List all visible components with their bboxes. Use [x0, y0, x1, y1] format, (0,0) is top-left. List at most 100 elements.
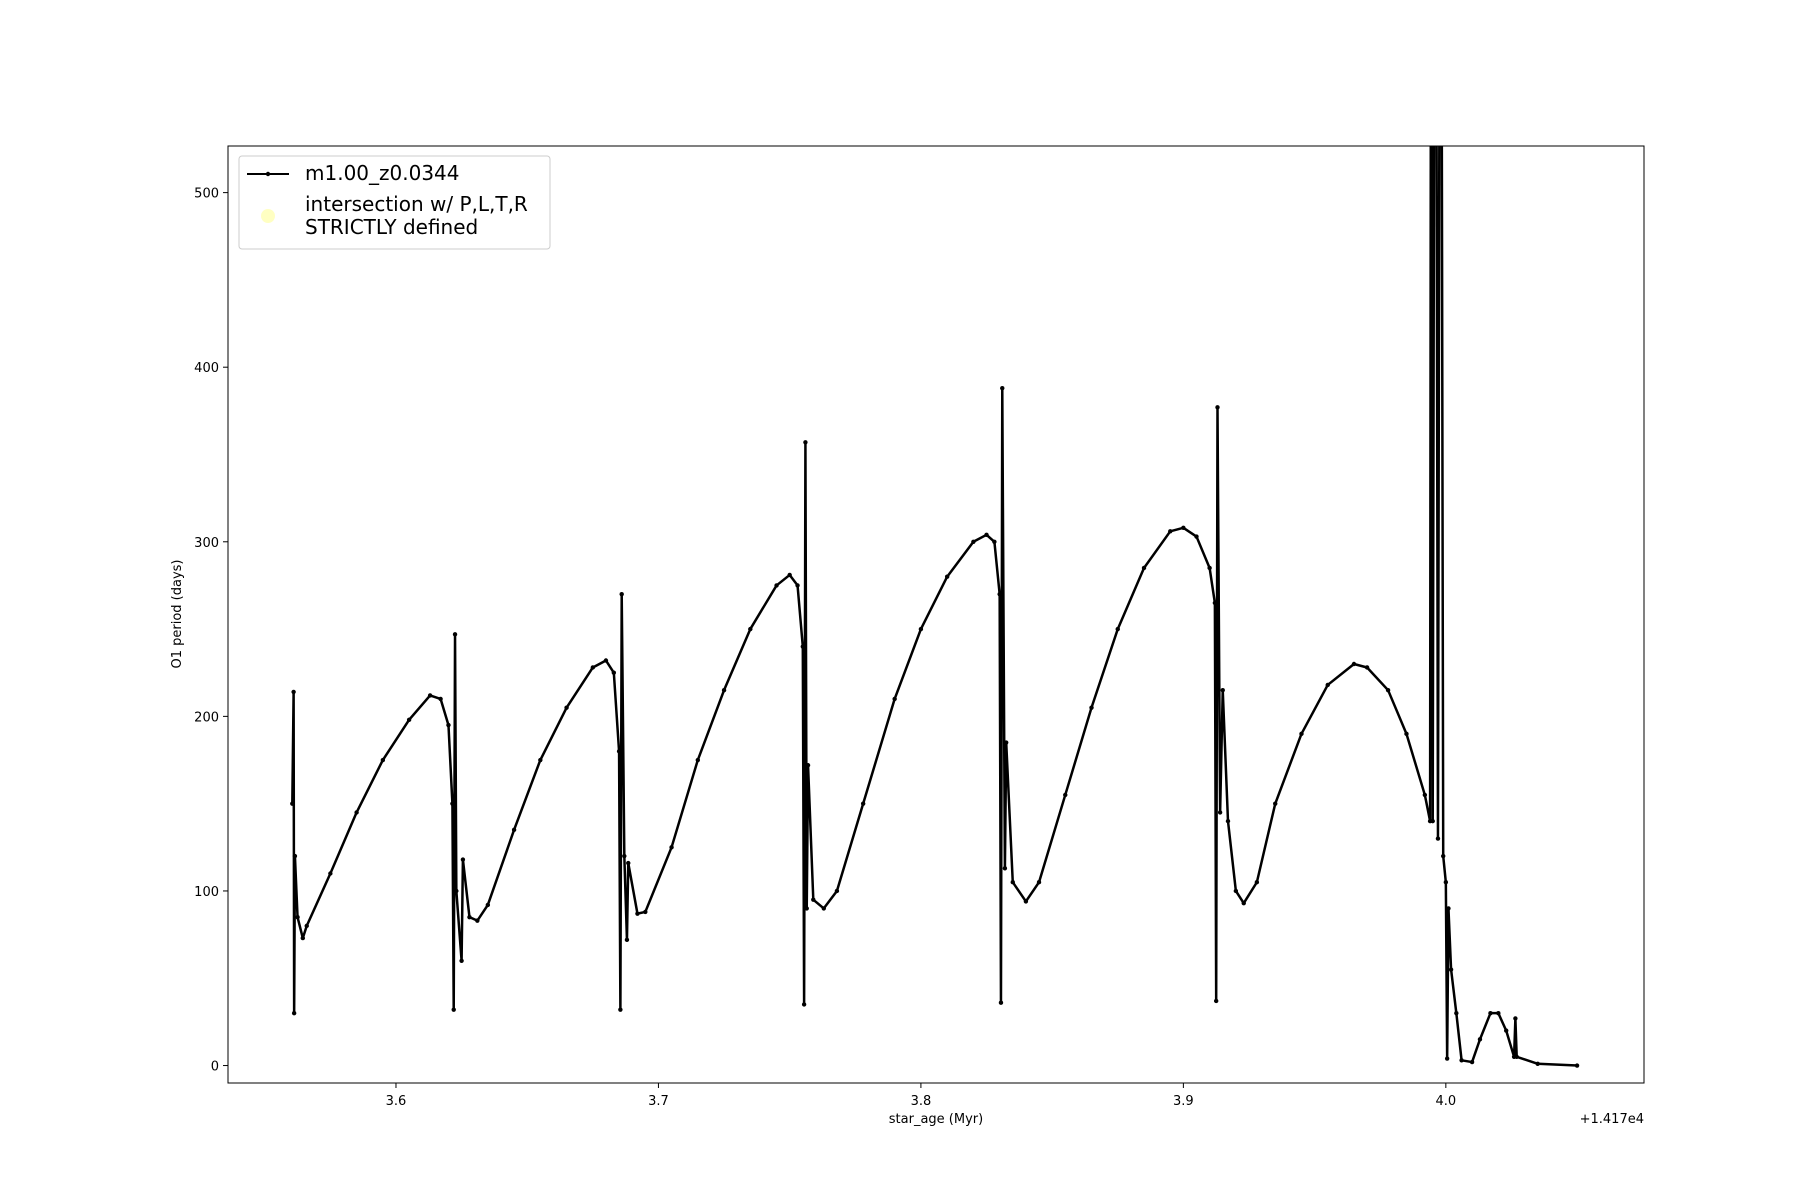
series-point — [1513, 1016, 1518, 1021]
series-point — [475, 918, 480, 923]
series-point — [1273, 801, 1278, 806]
legend-label: intersection w/ P,L,T,R STRICTLY defined — [305, 192, 528, 239]
y-tick-label: 500 — [194, 187, 219, 202]
series-point — [300, 935, 306, 941]
y-tick-label: 200 — [194, 710, 219, 725]
series-point — [452, 632, 458, 637]
y-axis-label: O1 period (days) — [170, 559, 185, 668]
series-point — [446, 722, 451, 728]
series-point — [998, 1000, 1004, 1005]
series-point — [997, 591, 1002, 597]
series-point — [1002, 866, 1008, 871]
series-point — [1194, 534, 1199, 539]
series-point — [1404, 731, 1409, 737]
legend-marker — [265, 171, 271, 177]
x-tick-label: 3.9 — [1173, 1094, 1194, 1109]
series-point — [805, 763, 811, 768]
series-point — [811, 897, 816, 902]
y-tick-label: 0 — [211, 1060, 219, 1075]
series-point — [1241, 900, 1246, 906]
axes-frame — [227, 145, 1645, 1084]
series-point — [1448, 967, 1454, 972]
series-point — [1435, 836, 1441, 841]
series-point — [1477, 1037, 1483, 1042]
series-point — [1233, 888, 1239, 894]
series-point — [787, 572, 792, 578]
series-point — [1446, 906, 1451, 911]
series-point — [1535, 1061, 1540, 1066]
series-point — [635, 911, 640, 916]
legend-box — [238, 155, 551, 250]
series-point — [1430, 818, 1435, 824]
legend-marker — [261, 209, 275, 223]
series-point — [290, 801, 295, 806]
plot-area — [290, 146, 1580, 1068]
x-axis-label: star_age (Myr) — [889, 1112, 983, 1127]
series-point — [800, 644, 805, 649]
series-point — [1213, 998, 1219, 1004]
series-point — [1454, 1010, 1459, 1016]
series-point — [511, 827, 517, 833]
series-point — [1212, 600, 1218, 606]
series-point — [1351, 661, 1357, 667]
series-point — [971, 539, 976, 544]
series-point — [834, 888, 840, 894]
series-point — [1225, 818, 1231, 824]
series-point — [1217, 810, 1223, 815]
series-point — [485, 902, 491, 908]
series-point — [1469, 1059, 1475, 1065]
series-point — [291, 689, 296, 695]
series-point — [1504, 1028, 1509, 1033]
series-point — [427, 693, 433, 698]
series-point — [774, 583, 779, 588]
y-tick-label: 400 — [194, 361, 219, 376]
series-point — [1036, 880, 1042, 885]
series-point — [292, 853, 298, 859]
series-point — [1004, 740, 1009, 745]
series-point — [992, 539, 997, 544]
series-point — [291, 1010, 297, 1016]
series-point — [1488, 1010, 1493, 1016]
series-point — [1325, 682, 1330, 688]
series-point — [616, 749, 622, 754]
series-point — [354, 810, 359, 815]
x-offset-label: +1.417e4 — [1580, 1112, 1644, 1127]
series-point — [1207, 565, 1212, 571]
series-point — [1168, 529, 1173, 534]
series-point — [619, 591, 624, 597]
series-point — [801, 1002, 807, 1007]
series-point — [626, 860, 631, 866]
series-point — [1115, 626, 1120, 632]
series-point — [1385, 687, 1391, 693]
series-point — [860, 801, 866, 806]
series-point — [821, 906, 826, 911]
series-point — [618, 1007, 623, 1012]
series-point — [918, 626, 924, 632]
series-point — [1422, 792, 1428, 798]
series-point — [304, 923, 309, 929]
series-point — [1514, 1054, 1519, 1060]
series-point — [564, 705, 569, 710]
series-point — [590, 665, 596, 670]
series-point — [1089, 705, 1094, 710]
x-tick-label: 3.8 — [911, 1094, 932, 1109]
series-point — [1023, 899, 1029, 904]
series-point — [695, 757, 701, 763]
series-point — [406, 717, 412, 723]
series-point — [1181, 525, 1186, 531]
series-point — [1063, 792, 1068, 798]
series-point — [669, 845, 674, 850]
series-point — [467, 914, 472, 920]
series-point — [459, 958, 464, 963]
series-point — [454, 888, 459, 894]
series-point — [611, 670, 617, 675]
series-point — [1141, 565, 1147, 571]
series-point — [721, 687, 727, 693]
series-point — [803, 440, 808, 445]
series-point — [380, 757, 386, 763]
series-point — [1215, 405, 1220, 410]
series-point — [1574, 1063, 1580, 1068]
legend-label: m1.00_z0.0344 — [305, 161, 460, 185]
